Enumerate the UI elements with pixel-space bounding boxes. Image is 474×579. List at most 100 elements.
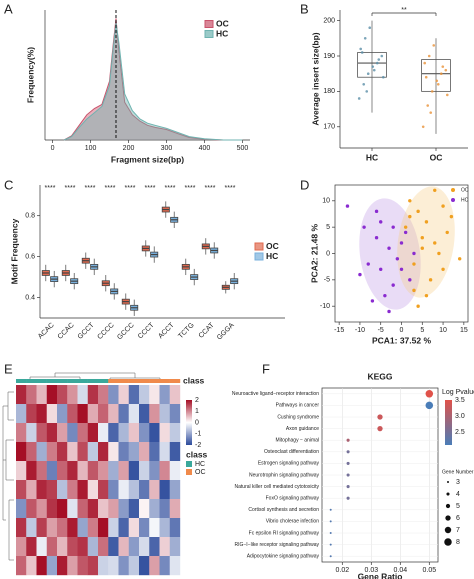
heatmap-cell — [87, 499, 99, 519]
y-axis-label: Motif Frequency — [9, 218, 19, 284]
heatmap-cell — [26, 518, 37, 538]
class-cell — [128, 379, 140, 383]
heatmap-cell — [26, 404, 37, 424]
point — [420, 235, 424, 240]
size-legend-dot — [446, 492, 450, 496]
heatmap-cell — [16, 385, 27, 405]
y-tick-label: Cortisol synthesis and secretion — [248, 507, 319, 513]
panel-label: F — [262, 361, 270, 376]
point — [441, 267, 445, 272]
heatmap-cell — [128, 556, 140, 576]
size-legend-label: 4 — [456, 491, 460, 498]
point — [433, 241, 437, 245]
point — [395, 257, 400, 261]
point — [403, 230, 408, 235]
point — [379, 267, 383, 272]
heatmap-cell — [57, 499, 68, 519]
x-tick-label: -5 — [378, 327, 384, 334]
y-tick-label: FoxO signaling pathway — [266, 496, 320, 502]
point — [345, 204, 350, 208]
bubble — [377, 425, 383, 432]
class-cell — [57, 379, 68, 383]
point — [374, 235, 379, 240]
heatmap-cell — [26, 537, 37, 557]
colorbar — [186, 400, 192, 445]
point — [362, 225, 366, 229]
heatmap-cell — [149, 442, 160, 462]
heatmap-cell — [46, 385, 58, 405]
size-legend-label: 6 — [456, 515, 460, 522]
size-legend-dot — [445, 515, 451, 521]
size-legend-label: 7 — [456, 527, 460, 534]
heatmap-cell — [128, 499, 140, 519]
significance: **** — [105, 185, 116, 192]
heatmap-cell — [87, 556, 99, 576]
heatmap-cell — [139, 537, 150, 557]
significance: **** — [225, 185, 236, 192]
y-tick-label: 10 — [322, 198, 330, 205]
heatmap-cell — [57, 537, 68, 557]
y-axis-label: PCA2: 21.48 % — [309, 224, 319, 283]
significance: **** — [185, 185, 196, 192]
heatmap-cell — [36, 461, 47, 481]
heatmap-cell — [108, 556, 119, 576]
bubble — [346, 473, 350, 477]
heatmap-cell — [46, 537, 58, 557]
heatmap-cell — [139, 556, 150, 576]
point — [437, 251, 441, 256]
heatmap-cell — [46, 461, 58, 481]
heatmap-cell — [118, 461, 129, 481]
heatmap-cell — [159, 423, 170, 443]
x-tick-label: 15 — [460, 327, 468, 334]
panel-label: C — [4, 177, 13, 192]
class-cell — [149, 379, 160, 383]
x-tick-label: 0.05 — [422, 567, 436, 574]
point — [357, 97, 361, 100]
bubble — [425, 401, 434, 410]
heatmap-cell — [159, 442, 170, 462]
heatmap-cell — [87, 442, 99, 462]
heatmap-cell — [36, 518, 47, 538]
size-legend-dot — [444, 526, 452, 534]
legend-swatch — [451, 198, 455, 202]
point — [441, 204, 445, 208]
heatmap-cell — [77, 480, 88, 500]
x-tick-label: CCAT — [198, 321, 217, 340]
class-cell — [46, 379, 58, 383]
panel-label: A — [4, 1, 13, 16]
colorbar-tick-label: 2 — [195, 397, 199, 404]
colorbar-tick-label: 3.5 — [455, 397, 465, 404]
x-tick-label: 300 — [161, 145, 173, 152]
heatmap-cell — [36, 442, 47, 462]
heatmap-cell — [139, 385, 150, 405]
heatmap-cell — [26, 423, 37, 443]
x-tick-label: 0.03 — [364, 567, 378, 574]
bubble — [425, 390, 434, 398]
point — [439, 72, 443, 75]
heatmap-cell — [67, 480, 78, 500]
point — [371, 65, 375, 68]
heatmap-cell — [57, 518, 68, 538]
y-axis-label: Frequency(%) — [25, 47, 35, 103]
class-cell — [169, 379, 181, 383]
heatmap-cell — [46, 499, 58, 519]
heatmap-cell — [36, 385, 47, 405]
x-tick-label: GCCT — [77, 321, 96, 340]
heatmap-cell — [118, 480, 129, 500]
heatmap-cell — [57, 442, 68, 462]
class-cell — [118, 379, 129, 383]
significance: **** — [205, 185, 216, 192]
bubble — [346, 461, 350, 465]
legend-swatch — [186, 461, 192, 467]
point — [457, 257, 462, 261]
heatmap-cell — [16, 537, 27, 557]
colorbar-tick-label: 3.0 — [455, 413, 465, 420]
heatmap-cell — [149, 385, 160, 405]
class-cell — [67, 379, 78, 383]
panel-label: D — [300, 177, 309, 192]
point — [358, 272, 362, 277]
heatmap-cell — [46, 480, 58, 500]
x-tick-label: CCCC — [96, 322, 115, 341]
point — [449, 214, 454, 219]
